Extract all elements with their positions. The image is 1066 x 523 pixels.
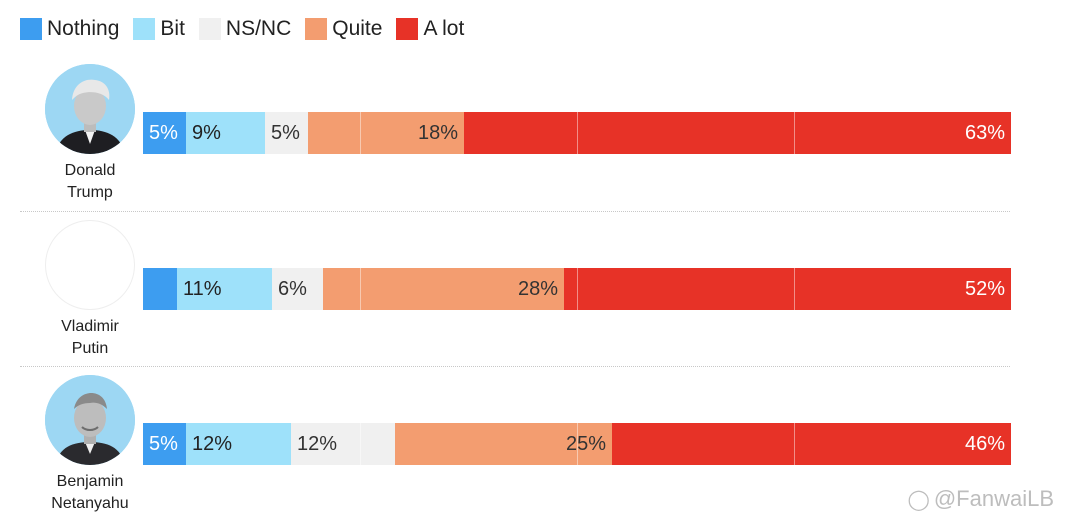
person-name-line2: Netanyahu [51, 495, 129, 512]
data-label-ns-nc: 6% [278, 278, 307, 300]
bar-segment-ns-nc [291, 423, 395, 465]
data-label-bit: 9% [192, 122, 221, 144]
legend-swatch-quite [305, 18, 328, 40]
data-label-quite: 18% [417, 122, 458, 144]
portrait-netanyahu [45, 375, 135, 465]
bar-segment-ns-nc [272, 268, 323, 310]
bar-segment-quite [308, 112, 464, 154]
person-name-line1: Vladimir [61, 318, 119, 335]
row-divider [20, 366, 1010, 367]
stacked-bar-netanyahu: 5% 12% 12% 25% 46% [143, 423, 1011, 465]
bar-segment-a-lot [464, 112, 1011, 154]
gridline [360, 112, 361, 154]
weibo-icon: ◯ [907, 488, 930, 511]
data-label-quite: 25% [565, 433, 606, 455]
data-label-a-lot: 52% [964, 278, 1005, 300]
portrait-trump [45, 64, 135, 154]
gridline [794, 112, 795, 154]
legend-item-nothing: Nothing [20, 17, 119, 41]
bar-segment-nothing [143, 423, 186, 465]
bar-segment-a-lot [564, 268, 1011, 310]
chart-row-trump: Donald Trump 5% 9% 5% 18% 63% [0, 56, 1066, 212]
bar-segment-bit [186, 112, 265, 154]
data-label-ns-nc: 5% [271, 122, 300, 144]
chart-row-putin: Vladimir Putin 11% 6% 28% 52% [0, 212, 1066, 368]
stacked-bar-trump: 5% 9% 5% 18% 63% [143, 112, 1011, 154]
gridline [577, 423, 578, 465]
legend-swatch-bit [133, 18, 156, 40]
gridline [360, 423, 361, 465]
legend-item-nsnc: NS/NC [198, 17, 292, 41]
data-label-a-lot: 63% [964, 122, 1005, 144]
data-label-quite: 28% [517, 278, 558, 300]
legend-label-nothing: Nothing [47, 17, 120, 40]
bar-segment-nothing [143, 268, 177, 310]
gridline [577, 112, 578, 154]
bar-segment-ns-nc [265, 112, 308, 154]
legend-label-bit: Bit [160, 17, 185, 40]
bar-segment-quite [395, 423, 612, 465]
watermark: ◯ @FanwaiLB [907, 486, 1054, 512]
chart-row-netanyahu: Benjamin Netanyahu 5% 12% 12% 25% 46% [0, 367, 1066, 523]
gridline [794, 423, 795, 465]
legend-item-quite: Quite [305, 17, 382, 41]
legend-swatch-nothing [20, 18, 42, 40]
legend-label-a-lot: A lot [423, 17, 465, 40]
person-name-trump: Donald Trump [30, 160, 150, 204]
data-label-a-lot: 46% [964, 433, 1005, 455]
gridline [794, 268, 795, 310]
person-name-line1: Donald [64, 162, 116, 179]
person-name-line2: Putin [71, 340, 109, 357]
person-name-line1: Benjamin [56, 473, 124, 490]
legend-item-a-lot: A lot [396, 17, 464, 41]
chart-legend: Nothing Bit NS/NC Quite A lot [20, 14, 478, 44]
legend-swatch-nsnc [198, 18, 221, 40]
bar-segment-quite [323, 268, 564, 310]
stacked-bar-putin: 11% 6% 28% 52% [143, 268, 1011, 310]
legend-swatch-a-lot [396, 18, 419, 40]
person-name-putin: Vladimir Putin [30, 316, 150, 360]
bar-segment-bit [186, 423, 291, 465]
bar-segment-nothing [143, 112, 186, 154]
legend-label-quite: Quite [332, 17, 383, 40]
data-label-ns-nc: 12% [297, 433, 338, 455]
data-label-bit: 12% [192, 433, 233, 455]
person-name-netanyahu: Benjamin Netanyahu [30, 471, 150, 515]
bar-segment-a-lot [612, 423, 1011, 465]
row-divider [20, 211, 1010, 212]
person-name-line2: Trump [67, 184, 113, 201]
gridline [360, 268, 361, 310]
data-label-nothing: 5% [149, 433, 178, 455]
legend-label-nsnc: NS/NC [225, 17, 292, 40]
bar-segment-bit [177, 268, 272, 310]
data-label-nothing: 5% [149, 122, 178, 144]
watermark-text: @FanwaiLB [933, 486, 1054, 511]
data-label-bit: 11% [183, 278, 222, 300]
portrait-putin [45, 220, 135, 310]
legend-item-bit: Bit [133, 17, 185, 41]
gridline [577, 268, 578, 310]
